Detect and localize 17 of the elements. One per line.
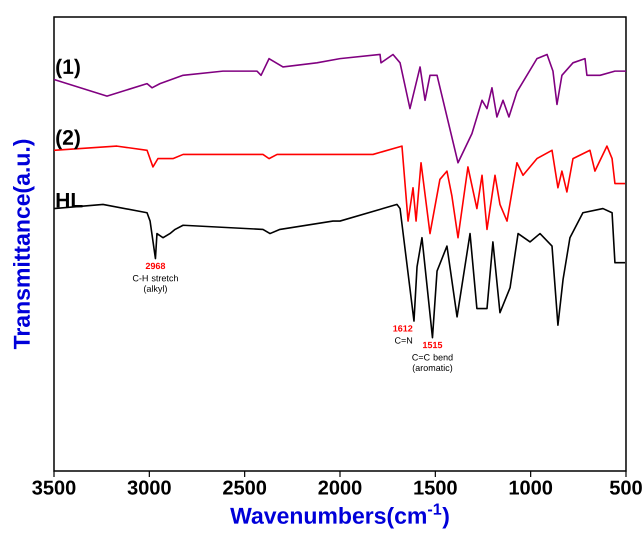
x-tick-label: 3000 xyxy=(128,480,171,495)
annotation: 1515 xyxy=(423,342,442,348)
annotation: C=C bend (aromatic) xyxy=(412,354,453,373)
series-label: (2) xyxy=(56,130,80,150)
annotation: C=N xyxy=(394,337,412,344)
x-tick-label: 1000 xyxy=(510,480,552,495)
annotation: 1612 xyxy=(393,325,412,332)
x-tick-label: 2000 xyxy=(318,480,362,495)
x-tick-label: 500 xyxy=(610,480,642,495)
annotation: C-H stretch (alkyl) xyxy=(132,274,178,294)
y-axis-title: Transmittance(a.u.) xyxy=(13,140,34,350)
series-label: (1) xyxy=(56,58,80,78)
x-axis-title: Wavenumbers(cm$^{-1}$) xyxy=(230,504,449,528)
annotation: 2968 xyxy=(146,262,166,270)
x-tick-label: 2500 xyxy=(223,480,266,495)
x-tick-label: 1500 xyxy=(414,480,457,495)
x-tick-label: 3500 xyxy=(32,480,76,495)
